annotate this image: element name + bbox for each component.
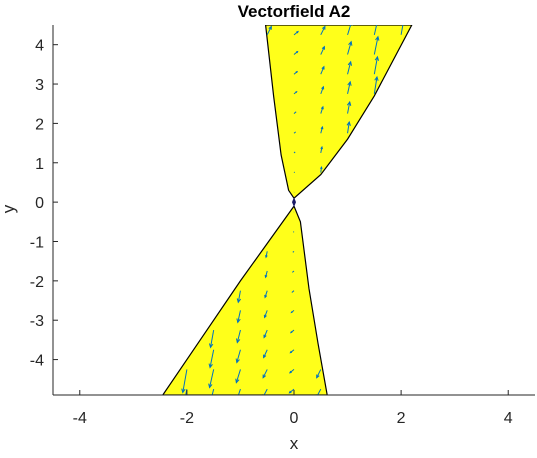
x-tick-label: -4 [73,410,87,427]
vector-arrow-head [235,399,238,403]
y-tick-label: -3 [30,313,44,330]
vector-arrow [293,232,294,233]
y-tick-label: -2 [30,274,44,291]
y-tick-label: 3 [35,77,44,94]
x-axis-label: x [290,434,299,453]
chart-title: Vectorfield A2 [238,2,351,21]
vector-arrow-head [208,404,211,408]
marker-layer [292,197,296,207]
regions-layer [163,25,412,395]
y-tick-label: -4 [30,353,44,370]
vector-arrow [294,172,295,173]
vector-arrow-head [403,12,406,16]
x-tick-label: 2 [397,410,406,427]
region-lower [163,206,327,395]
x-tick-label: -2 [180,410,194,427]
y-tick-label: -1 [30,234,44,251]
origin-marker [292,197,296,207]
vector-arrow-shaft [293,232,294,233]
x-tick-label: 0 [290,410,299,427]
y-tick-label: 0 [35,195,44,212]
region-upper [266,25,412,198]
y-tick-label: 1 [35,156,44,173]
vector-arrow-shaft [294,172,295,173]
vector-arrow-head [376,17,379,21]
y-axis-label: y [0,204,18,213]
x-tick-label: 4 [504,410,513,427]
y-tick-label: 2 [35,116,44,133]
y-tick-label: 4 [35,38,44,55]
